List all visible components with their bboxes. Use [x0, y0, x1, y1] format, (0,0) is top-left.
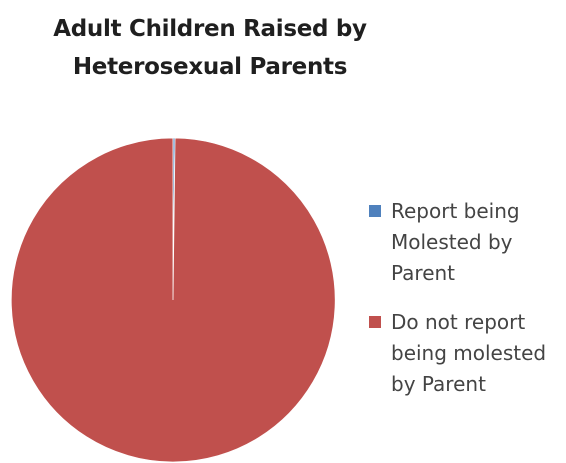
- legend-label-line-1: Report being: [391, 199, 520, 223]
- legend-label-line-3: Parent: [391, 261, 456, 285]
- legend-item-report-molested: Report being Molested by Parent: [369, 196, 564, 289]
- pie-slice-1: [10, 137, 336, 463]
- chart-legend: Report being Molested by Parent Do not r…: [369, 196, 564, 418]
- legend-label-line-1: Do not report: [391, 310, 526, 334]
- legend-label-line-2: Molested by: [391, 230, 513, 254]
- chart-title: Adult Children Raised by Heterosexual Pa…: [40, 10, 380, 86]
- chart-title-line-2: Heterosexual Parents: [72, 54, 348, 80]
- legend-label-line-3: by Parent: [391, 372, 486, 396]
- legend-swatch-report-molested: [369, 205, 381, 217]
- legend-swatch-not-report-molested: [369, 316, 381, 328]
- legend-item-not-report-molested: Do not report being molested by Parent: [369, 307, 564, 400]
- chart-title-line-1: Adult Children Raised by: [53, 16, 367, 42]
- legend-label-line-2: being molested: [391, 341, 547, 365]
